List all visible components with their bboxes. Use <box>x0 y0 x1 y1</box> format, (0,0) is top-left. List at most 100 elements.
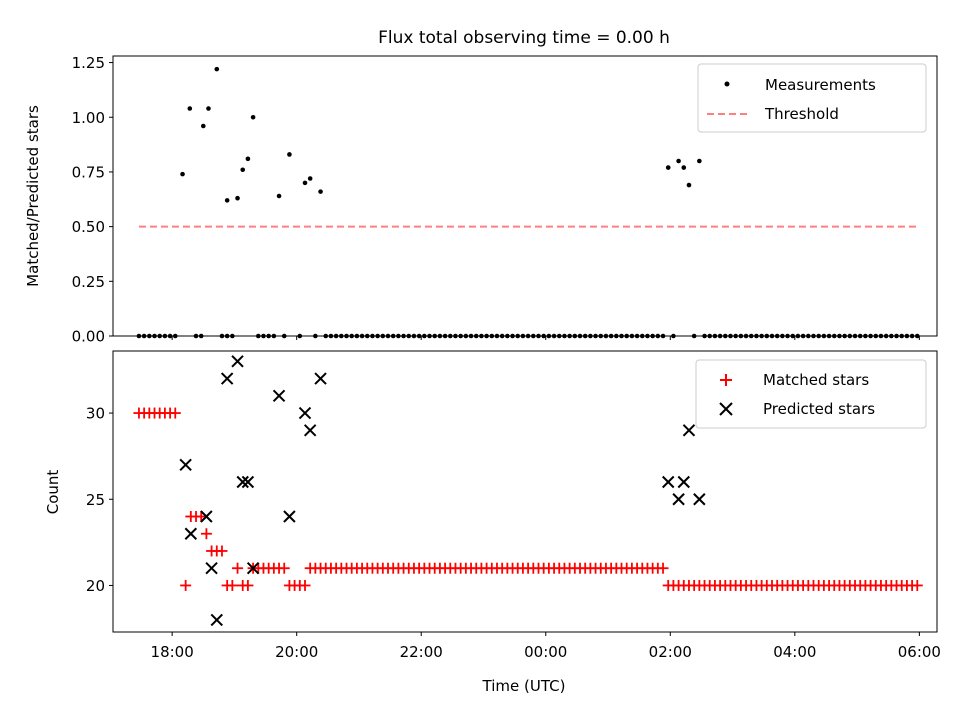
predicted-star-marker <box>303 424 317 437</box>
predicted-star-marker-b <box>662 475 675 489</box>
measurement-point <box>206 106 211 111</box>
legend-matched-marker <box>720 374 732 386</box>
bottom-x-tick-label: 22:00 <box>400 643 443 661</box>
measurement-point <box>180 171 185 177</box>
predicted-star-marker <box>200 510 213 523</box>
bottom-x-tick-label: 06:00 <box>898 643 941 661</box>
top-y-tick-label: 0.25 <box>72 273 105 291</box>
legend-measurements-marker <box>724 81 730 87</box>
bottom-legend-box <box>695 359 927 429</box>
bottom-x-tick-label: 02:00 <box>649 643 692 661</box>
predicted-star-marker <box>236 475 249 489</box>
predicted-star-marker-b <box>693 493 706 506</box>
top-legend-box <box>697 63 927 133</box>
predicted-star-marker <box>246 562 260 575</box>
measurement-point <box>302 180 308 186</box>
predicted-star-marker <box>205 562 218 575</box>
matched-star-marker <box>216 545 228 557</box>
predicted-star-marker <box>210 613 223 627</box>
predicted-star-marker-b <box>205 562 218 575</box>
matched-star-marker <box>195 510 207 522</box>
measurement-point <box>665 165 671 170</box>
predicted-star-marker-b <box>179 458 192 471</box>
predicted-star-marker-b <box>272 389 286 403</box>
bottom-y-tick-label: 30 <box>86 405 105 423</box>
bottom-x-tick-label: 00:00 <box>524 643 567 661</box>
measurement-point <box>307 176 313 181</box>
top-y-axis-label: Matched/Predicted stars <box>24 105 42 287</box>
predicted-star-marker-b <box>236 475 249 489</box>
bottom-y-axis-label: Count <box>44 470 62 515</box>
matched-star-marker <box>200 528 212 540</box>
top-y-axis: 0.00 0.25 0.50 0.75 1.00 1.25 <box>72 54 113 346</box>
predicted-star-marker <box>314 372 327 385</box>
matched-star-marker <box>232 562 244 574</box>
measurement-point <box>187 106 193 111</box>
measurement-point <box>318 189 323 194</box>
predicted-star-marker <box>179 458 192 471</box>
measurement-point <box>214 66 220 72</box>
measurement-point <box>686 182 692 188</box>
bottom-x-tick-label: 04:00 <box>773 643 816 661</box>
matched-star-marker <box>657 562 669 574</box>
bottom-y-tick-label: 20 <box>86 577 105 595</box>
top-y-tick-label: 1.25 <box>72 54 105 72</box>
matched-star-marker <box>278 562 290 574</box>
predicted-star-marker <box>672 493 685 506</box>
measurement-point <box>287 152 292 157</box>
predicted-star-marker <box>220 372 234 385</box>
bottom-legend: Matched stars Predicted stars <box>695 359 927 429</box>
legend-predicted-label: Predicted stars <box>763 400 875 418</box>
bottom-x-axis: 18:00 20:00 22:00 00:00 02:00 04:00 06:00 <box>151 632 941 661</box>
predicted-star-marker-b <box>677 475 690 489</box>
measurement-point <box>676 158 681 164</box>
matched-star-marker <box>169 407 181 419</box>
top-axes-frame <box>112 55 938 337</box>
predicted-star-marker <box>231 355 244 368</box>
top-x-axis <box>171 336 920 340</box>
top-y-tick-label: 0.75 <box>72 163 105 181</box>
predicted-star-marker-b <box>210 613 223 627</box>
predicted-star-marker <box>272 389 286 403</box>
matched-star-marker <box>299 579 311 591</box>
predicted-star-marker <box>677 475 690 489</box>
predicted-star-marker <box>241 475 255 489</box>
measurement-point <box>681 165 687 170</box>
legend-matched-label: Matched stars <box>763 371 869 389</box>
predicted-star-marker <box>283 510 296 523</box>
predicted-star-marker-b <box>246 562 260 575</box>
measurement-point <box>224 198 230 203</box>
top-y-tick-label: 0.50 <box>72 218 105 236</box>
top-chart-title: Flux total observing time = 0.00 h <box>378 28 670 48</box>
predicted-star-marker-b <box>283 510 296 523</box>
bottom-plot-area <box>133 355 923 627</box>
predicted-star-marker-b <box>200 510 213 523</box>
predicted-star-marker <box>298 406 312 420</box>
predicted-star-marker-b <box>241 475 255 489</box>
legend-threshold-label: Threshold <box>764 105 839 123</box>
top-y-tick-label: 1.00 <box>72 109 105 127</box>
bottom-x-tick-label: 18:00 <box>151 643 194 661</box>
predicted-star-marker-b <box>672 493 685 506</box>
top-legend: Measurements Threshold <box>697 63 927 133</box>
bottom-x-tick-label: 20:00 <box>275 643 318 661</box>
predicted-star-marker <box>662 475 675 489</box>
bottom-x-axis-label: Time (UTC) <box>482 677 566 695</box>
predicted-star-marker <box>693 493 706 506</box>
measurement-point <box>697 158 702 164</box>
measurement-point <box>245 156 251 162</box>
predicted-star-marker-b <box>303 424 317 437</box>
measurement-point <box>235 195 240 201</box>
top-y-tick-label: 0.00 <box>72 328 105 346</box>
predicted-star-marker-b <box>184 527 198 540</box>
predicted-star-marker-b <box>682 424 696 437</box>
predicted-star-marker-b <box>220 372 234 385</box>
matched-star-marker <box>911 579 923 591</box>
measurement-point <box>250 114 256 120</box>
legend-predicted-marker <box>719 402 733 416</box>
matched-star-marker <box>180 579 192 591</box>
predicted-star-marker <box>682 424 696 437</box>
bottom-axes-frame <box>112 350 938 633</box>
measurement-point <box>240 167 246 173</box>
